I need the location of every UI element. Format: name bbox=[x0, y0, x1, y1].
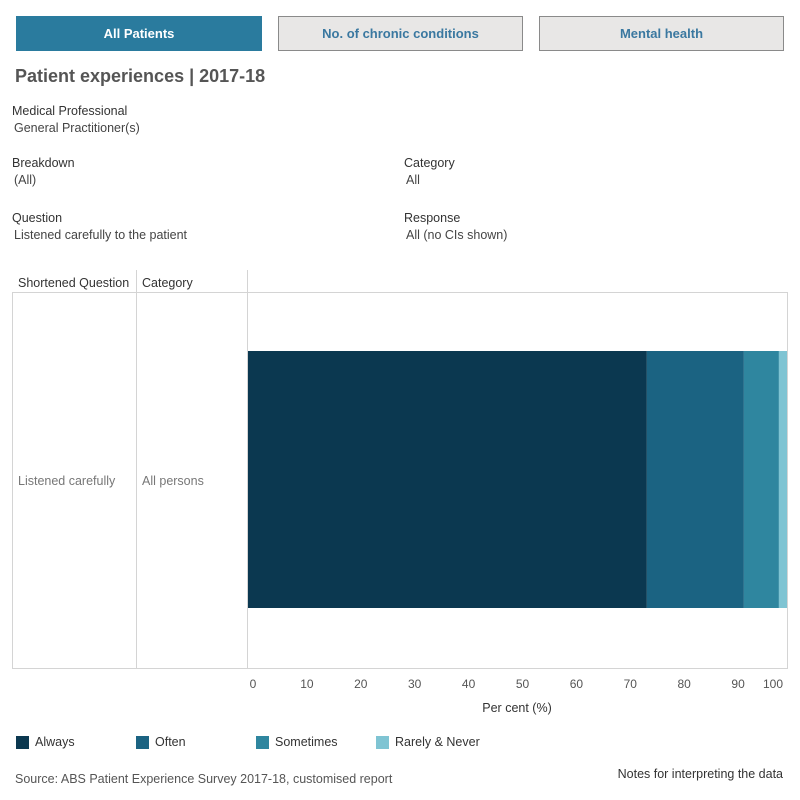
legend-item-rarely-never[interactable]: Rarely & Never bbox=[376, 735, 480, 749]
source-note: Source: ABS Patient Experience Survey 20… bbox=[15, 772, 393, 786]
page-title: Patient experiences | 2017-18 bbox=[15, 66, 266, 86]
filter-value-category[interactable]: All bbox=[406, 173, 420, 187]
x-tick-label: 10 bbox=[300, 677, 314, 691]
tab-chronic-conditions[interactable]: No. of chronic conditions bbox=[278, 16, 523, 51]
notes-link[interactable]: Notes for interpreting the data bbox=[617, 767, 783, 781]
column-header-shortened-question: Shortened Question bbox=[18, 276, 130, 290]
x-tick-label: 60 bbox=[569, 677, 584, 691]
filter-value-breakdown[interactable]: (All) bbox=[14, 173, 37, 187]
filter-value-medical-professional[interactable]: General Practitioner(s) bbox=[14, 121, 140, 135]
x-tick-label: 90 bbox=[731, 677, 745, 691]
filter-label-response: Response bbox=[404, 211, 461, 225]
legend-label-often: Often bbox=[155, 735, 186, 749]
legend-label-sometimes: Sometimes bbox=[275, 735, 338, 749]
x-tick-label: 40 bbox=[461, 677, 476, 691]
legend-item-often[interactable]: Often bbox=[136, 735, 186, 749]
filter-label-question: Question bbox=[12, 211, 63, 225]
filter-label-breakdown: Breakdown bbox=[12, 156, 75, 170]
bar-segment-often[interactable] bbox=[646, 351, 744, 608]
tab-mental-health[interactable]: Mental health bbox=[539, 16, 784, 51]
filter-label-medical-professional: Medical Professional bbox=[12, 104, 128, 118]
legend-label-rarely-never: Rarely & Never bbox=[395, 735, 480, 749]
row-label-question: Listened carefully bbox=[18, 474, 116, 488]
row-label-category: All persons bbox=[142, 474, 204, 488]
filter-value-response[interactable]: All (no CIs shown) bbox=[406, 228, 508, 242]
x-axis-title: Per cent (%) bbox=[482, 701, 552, 715]
filter-value-question[interactable]: Listened carefully to the patient bbox=[14, 228, 188, 242]
column-divider bbox=[136, 270, 137, 668]
legend-item-always[interactable]: Always bbox=[16, 735, 75, 749]
filter-label-category: Category bbox=[404, 156, 455, 170]
stacked-bar-chart bbox=[248, 351, 787, 608]
table-bottom-border bbox=[12, 668, 788, 669]
legend-swatch-rarely-never bbox=[376, 735, 389, 749]
bar-segment-rarely-never[interactable] bbox=[778, 351, 787, 608]
legend-swatch-often bbox=[136, 735, 149, 749]
x-tick-label: 100 bbox=[762, 677, 784, 691]
bar-segment-sometimes[interactable] bbox=[743, 351, 779, 608]
x-tick-label: 70 bbox=[623, 677, 637, 691]
header-divider bbox=[12, 292, 788, 293]
column-header-category: Category bbox=[142, 276, 193, 290]
x-tick-label: 30 bbox=[408, 677, 422, 691]
bar-segment-always[interactable] bbox=[248, 351, 647, 608]
legend-swatch-always bbox=[16, 735, 29, 749]
table-right-border bbox=[787, 292, 788, 668]
table-left-border bbox=[12, 292, 13, 668]
x-tick-label: 50 bbox=[515, 677, 530, 691]
x-tick-label: 0 bbox=[249, 677, 257, 691]
x-tick-label: 20 bbox=[354, 677, 368, 691]
legend-item-sometimes[interactable]: Sometimes bbox=[256, 735, 338, 749]
legend-label-always: Always bbox=[35, 735, 75, 749]
legend-swatch-sometimes bbox=[256, 735, 269, 749]
x-tick-label: 80 bbox=[677, 677, 691, 691]
tab-all-patients[interactable]: All Patients bbox=[16, 16, 262, 51]
column-divider bbox=[247, 270, 248, 668]
